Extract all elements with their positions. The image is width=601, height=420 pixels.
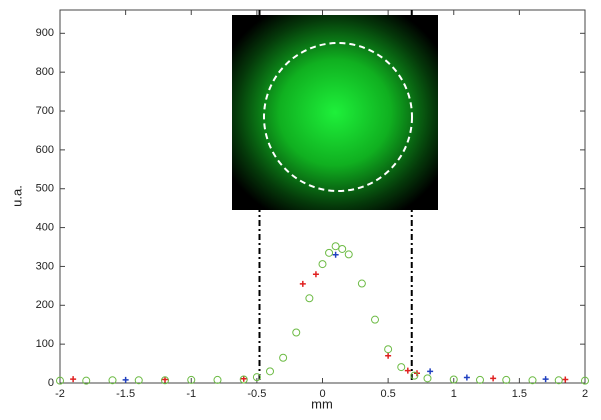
y-tick-label: 200 <box>36 299 54 311</box>
point <box>543 376 549 382</box>
y-tick-label: 500 <box>36 183 54 195</box>
y-tick-label: 100 <box>36 338 54 350</box>
y-axis-title: u.a. <box>9 185 24 207</box>
x-tick-label: 0 <box>319 388 325 400</box>
x-tick-label: -2 <box>55 388 65 400</box>
y-tick-label: 400 <box>36 221 54 233</box>
y-tick-label: 0 <box>48 377 54 389</box>
y-tick-label: 300 <box>36 260 54 272</box>
point <box>300 281 306 287</box>
point <box>405 368 411 374</box>
point <box>490 375 496 381</box>
point <box>358 280 365 287</box>
point <box>427 368 433 374</box>
point <box>385 346 392 353</box>
y-tick-label: 800 <box>36 66 54 78</box>
y-tick-label: 600 <box>36 144 54 156</box>
x-tick-label: 1 <box>451 388 457 400</box>
x-tick-label: -1 <box>186 388 196 400</box>
point <box>70 376 76 382</box>
point <box>398 364 405 371</box>
point <box>306 295 313 302</box>
point <box>332 243 339 250</box>
x-tick-label: 1.5 <box>512 388 527 400</box>
beam-image <box>232 15 438 210</box>
point <box>503 376 510 383</box>
point <box>319 261 326 268</box>
point <box>477 376 484 383</box>
point <box>424 375 431 382</box>
point <box>326 249 333 256</box>
y-tick-label: 700 <box>36 105 54 117</box>
point <box>562 377 568 383</box>
point <box>333 252 339 258</box>
point <box>345 251 352 258</box>
point <box>214 376 221 383</box>
x-tick-label: 2 <box>582 388 588 400</box>
point <box>385 353 391 359</box>
point <box>280 354 287 361</box>
x-tick-label: 0.5 <box>380 388 395 400</box>
x-tick-label: -0.5 <box>247 388 266 400</box>
point <box>464 375 470 381</box>
y-tick-label: 900 <box>36 27 54 39</box>
point <box>123 377 129 383</box>
point <box>267 368 274 375</box>
point <box>339 245 346 252</box>
point <box>293 329 300 336</box>
inset-image <box>232 15 438 210</box>
x-tick-label: -1.5 <box>116 388 135 400</box>
point <box>372 316 379 323</box>
chart: mm u.a. 0100200300400500600700800900-2-1… <box>0 0 601 420</box>
point <box>313 271 319 277</box>
